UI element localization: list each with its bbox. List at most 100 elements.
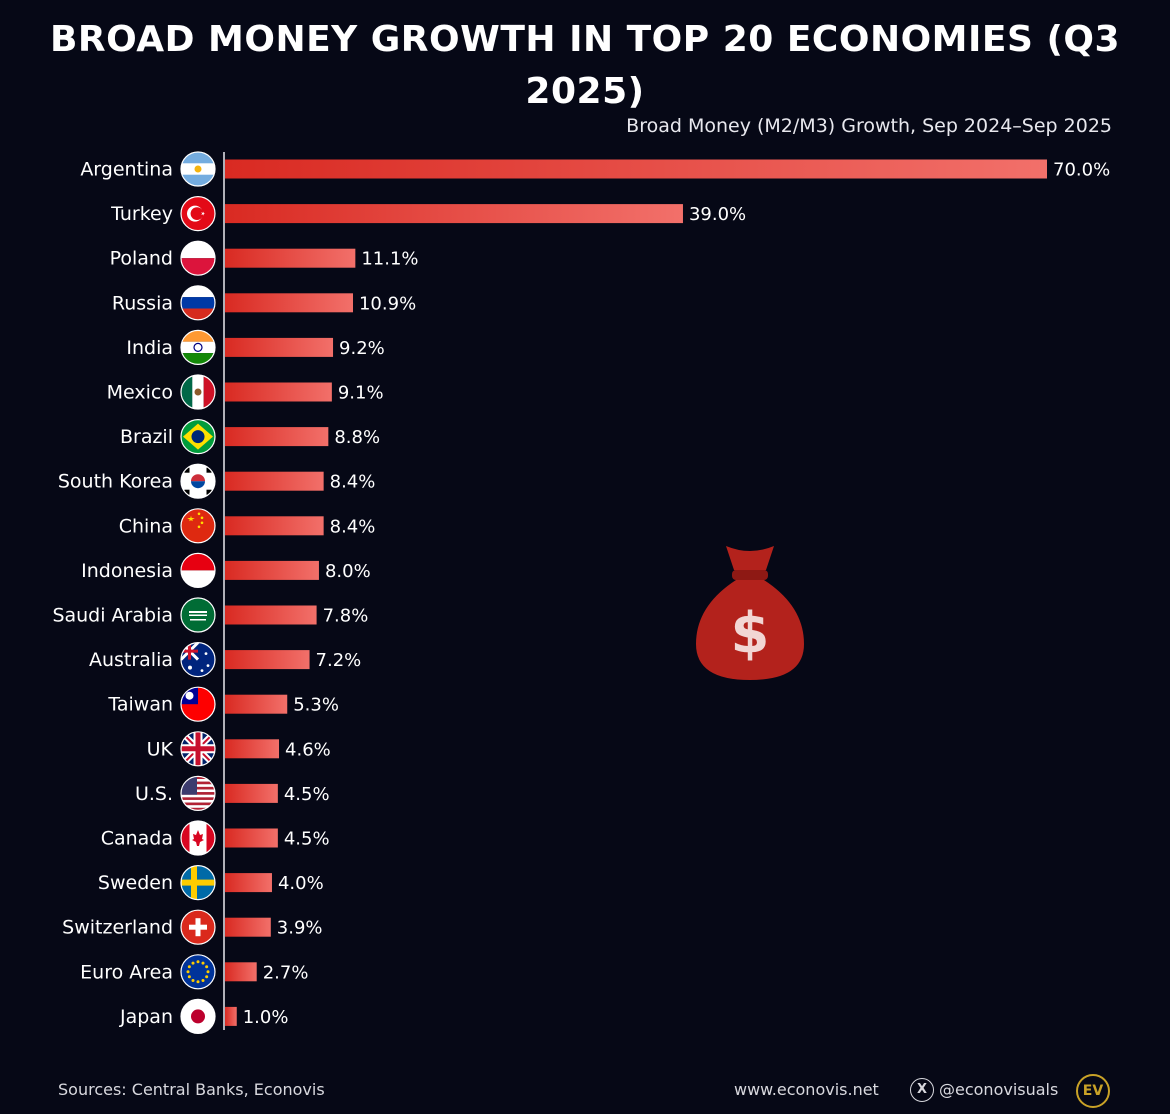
x-logo-icon: X xyxy=(910,1078,934,1102)
flag-ring xyxy=(180,864,216,901)
bar xyxy=(225,739,280,759)
taiwan-flag-icon xyxy=(181,687,215,722)
category-label: Australia xyxy=(89,649,173,671)
bar xyxy=(225,650,310,670)
chart-title: BROAD MONEY GROWTH IN TOP 20 ECONOMIES (… xyxy=(49,19,1121,112)
category-label: Japan xyxy=(119,1006,173,1028)
value-label: 39.0% xyxy=(689,204,746,225)
flag-ring xyxy=(180,374,216,410)
bar xyxy=(225,605,317,625)
flag-ring xyxy=(180,463,216,499)
value-label: 9.2% xyxy=(339,338,385,359)
flag-ring xyxy=(180,552,216,589)
value-label: 8.0% xyxy=(325,561,371,582)
indonesia-flag-icon xyxy=(181,553,215,588)
value-label: 10.9% xyxy=(359,293,416,314)
value-label: 4.5% xyxy=(284,829,330,850)
japan-flag-icon xyxy=(181,999,215,1034)
turkey-flag-icon xyxy=(181,196,215,231)
australia-flag-icon xyxy=(181,642,215,677)
brazil-flag-icon xyxy=(181,419,215,454)
bar xyxy=(225,873,272,893)
value-label: 5.3% xyxy=(293,695,339,716)
euro-area-flag-icon xyxy=(181,954,215,989)
flag-ring xyxy=(180,954,216,990)
flag-ring xyxy=(180,998,216,1035)
value-label: 8.8% xyxy=(334,427,380,448)
value-label: 4.6% xyxy=(285,739,331,760)
bar xyxy=(225,828,278,848)
bar xyxy=(225,917,271,937)
flag-ring xyxy=(180,641,216,678)
value-label: 1.0% xyxy=(243,1007,289,1028)
category-label: South Korea xyxy=(58,471,173,493)
bar xyxy=(225,204,683,224)
bar xyxy=(225,471,324,491)
value-label: 7.8% xyxy=(323,606,369,627)
svg-text:$: $ xyxy=(731,601,770,666)
bar xyxy=(225,962,257,982)
flag-ring xyxy=(180,329,216,365)
south-korea-flag-icon xyxy=(181,464,215,499)
argentina-flag-icon xyxy=(181,152,215,186)
money-bag-icon: $ xyxy=(696,546,804,680)
value-label: 4.0% xyxy=(278,873,324,894)
bar xyxy=(225,159,1047,179)
bar-chart: Argentina 70.0% Turkey 39.0% Poland 11.1% Russ… xyxy=(52,151,1110,1035)
saudi-arabia-flag-icon xyxy=(181,598,215,632)
flag-ring xyxy=(180,240,216,276)
value-label: 9.1% xyxy=(338,383,384,404)
bar xyxy=(225,382,332,402)
flag-ring xyxy=(180,151,216,187)
category-label: Russia xyxy=(112,292,173,314)
value-label: 8.4% xyxy=(330,472,376,493)
sources-note: Sources: Central Banks, Econovis xyxy=(58,1080,325,1099)
switzerland-flag-icon xyxy=(181,910,215,945)
flag-ring xyxy=(180,909,216,945)
category-label: Turkey xyxy=(110,203,173,225)
flag-ring xyxy=(180,731,216,767)
category-label: Mexico xyxy=(107,382,173,404)
category-label: Argentina xyxy=(80,159,173,181)
category-label: Sweden xyxy=(98,872,173,894)
flag-ring xyxy=(180,419,216,455)
category-label: Switzerland xyxy=(62,917,173,939)
category-label: India xyxy=(126,337,173,359)
us-flag-icon xyxy=(181,776,215,811)
bar xyxy=(225,560,319,580)
flag-ring xyxy=(180,508,216,544)
bar xyxy=(225,248,356,268)
value-label: 11.1% xyxy=(361,249,418,270)
flag-ring xyxy=(180,196,216,232)
category-label: Indonesia xyxy=(81,560,173,582)
india-flag-icon xyxy=(181,330,215,365)
value-label: 3.9% xyxy=(277,918,323,939)
category-label: Poland xyxy=(110,248,173,270)
website-link[interactable]: www.econovis.net xyxy=(734,1080,879,1099)
flag-ring xyxy=(180,686,216,722)
category-label: China xyxy=(119,515,173,537)
canada-flag-icon xyxy=(181,821,215,855)
bar xyxy=(225,516,324,536)
category-label: UK xyxy=(147,738,174,760)
chart-subtitle: Broad Money (M2/M3) Growth, Sep 2024–Sep… xyxy=(626,115,1112,137)
value-label: 7.2% xyxy=(316,650,362,671)
category-label: Canada xyxy=(101,828,173,850)
bar xyxy=(225,783,278,803)
category-label: Taiwan xyxy=(107,694,173,716)
china-flag-icon xyxy=(181,508,215,543)
social-handle-text: @econovisuals xyxy=(939,1080,1059,1099)
value-label: 4.5% xyxy=(284,784,330,805)
bar xyxy=(225,427,329,447)
category-label: Brazil xyxy=(120,426,173,448)
econovis-logo: EV xyxy=(1076,1074,1110,1108)
russia-flag-icon xyxy=(181,285,215,320)
social-handle[interactable]: X @econovisuals xyxy=(910,1076,1058,1104)
category-label: Euro Area xyxy=(80,961,173,983)
sweden-flag-icon xyxy=(181,865,215,900)
flag-ring xyxy=(180,285,216,321)
category-label: U.S. xyxy=(135,783,173,805)
value-label: 2.7% xyxy=(263,962,309,983)
value-label: 70.0% xyxy=(1053,160,1110,181)
bar xyxy=(225,1006,237,1026)
